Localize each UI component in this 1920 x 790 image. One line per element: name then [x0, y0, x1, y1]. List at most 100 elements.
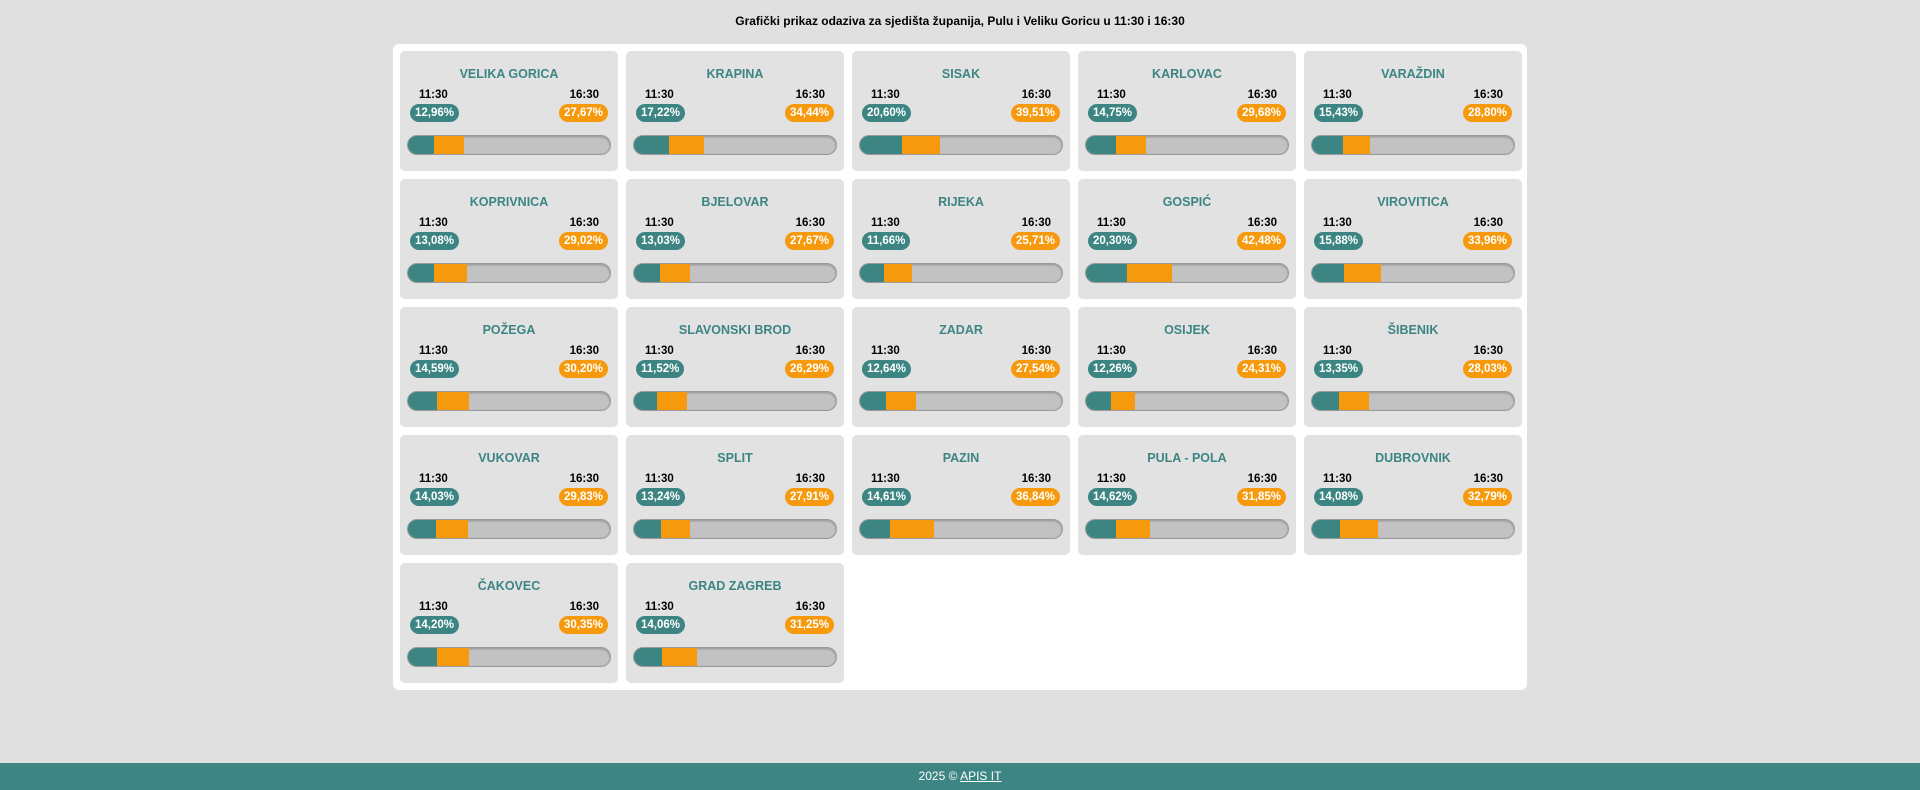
progress-segment-1630	[660, 264, 690, 282]
turnout-badge-1130: 11,66%	[862, 232, 911, 250]
turnout-badge-1130: 13,03%	[636, 232, 686, 250]
turnout-progress-bar	[1085, 519, 1289, 539]
city-card: SPLIT 11:30 16:30 13,24% 27,91%	[626, 435, 844, 555]
time-label-1630: 16:30	[569, 89, 599, 101]
turnout-badge-1630: 31,25%	[784, 616, 834, 634]
city-name: VELIKA GORICA	[459, 67, 559, 81]
time-label-1130: 11:30	[871, 89, 900, 101]
city-card: VELIKA GORICA 11:30 16:30 12,96% 27,67%	[400, 51, 618, 171]
turnout-badge-1130: 13,08%	[410, 232, 460, 250]
turnout-badge-1630: 29,68%	[1236, 104, 1286, 122]
city-card: DUBROVNIK 11:30 16:30 14,08% 32,79%	[1304, 435, 1522, 555]
time-label-1130: 11:30	[645, 89, 674, 101]
city-card: POŽEGA 11:30 16:30 14,59% 30,20%	[400, 307, 618, 427]
progress-segment-1130	[1312, 392, 1339, 410]
progress-segment-1130	[1312, 264, 1345, 282]
turnout-badge-1130: 11,52%	[636, 360, 685, 378]
time-label-1130: 11:30	[645, 601, 674, 613]
progress-segment-1630	[662, 648, 698, 666]
turnout-grid-panel: VELIKA GORICA 11:30 16:30 12,96% 27,67% KRAPI…	[393, 44, 1527, 690]
progress-segment-1630	[657, 392, 688, 410]
city-name: ŠIBENIK	[1387, 323, 1439, 337]
time-label-1130: 11:30	[1097, 89, 1126, 101]
time-label-1630: 16:30	[1247, 89, 1277, 101]
city-card: ŠIBENIK 11:30 16:30 13,35% 28,03%	[1304, 307, 1522, 427]
time-label-1130: 11:30	[645, 473, 674, 485]
time-label-1630: 16:30	[795, 89, 825, 101]
city-card: VARAŽDIN 11:30 16:30 15,43% 28,80%	[1304, 51, 1522, 171]
time-label-1630: 16:30	[795, 345, 825, 357]
time-label-1130: 11:30	[1097, 217, 1126, 229]
progress-segment-1630	[1110, 392, 1136, 410]
progress-segment-1630	[1127, 264, 1172, 282]
progress-segment-1630	[668, 136, 704, 154]
city-name: ČAKOVEC	[477, 579, 541, 593]
turnout-badge-1130: 17,22%	[636, 104, 686, 122]
time-label-1630: 16:30	[1473, 89, 1503, 101]
city-card: GRAD ZAGREB 11:30 16:30 14,06% 31,25%	[626, 563, 844, 683]
time-label-1630: 16:30	[569, 345, 599, 357]
turnout-badge-1630: 29,02%	[558, 232, 608, 250]
turnout-progress-bar	[633, 391, 837, 411]
progress-segment-1130	[408, 264, 435, 282]
progress-segment-1130	[1086, 264, 1127, 282]
turnout-progress-bar	[1311, 519, 1515, 539]
time-label-1630: 16:30	[1247, 345, 1277, 357]
city-card: SLAVONSKI BROD 11:30 16:30 11,52% 26,29%	[626, 307, 844, 427]
city-card: GOSPIĆ 11:30 16:30 20,30% 42,48%	[1078, 179, 1296, 299]
turnout-badge-1630: 30,35%	[558, 616, 608, 634]
turnout-badge-1130: 12,64%	[862, 360, 912, 378]
time-label-1630: 16:30	[795, 601, 825, 613]
city-name: KOPRIVNICA	[469, 195, 549, 209]
progress-segment-1630	[883, 264, 912, 282]
turnout-badge-1130: 14,20%	[410, 616, 460, 634]
progress-segment-1630	[437, 392, 469, 410]
progress-segment-1130	[408, 520, 437, 538]
time-label-1130: 11:30	[419, 217, 448, 229]
footer-link-apis-it[interactable]: APIS IT	[960, 769, 1002, 783]
turnout-badge-1630: 36,84%	[1010, 488, 1060, 506]
city-name: SISAK	[941, 67, 981, 81]
turnout-progress-bar	[407, 519, 611, 539]
progress-segment-1630	[436, 520, 469, 538]
city-card: ZADAR 11:30 16:30 12,64% 27,54%	[852, 307, 1070, 427]
turnout-badge-1130: 14,08%	[1314, 488, 1364, 506]
progress-segment-1130	[408, 136, 435, 154]
city-name: KARLOVAC	[1152, 67, 1222, 81]
turnout-badge-1130: 14,03%	[410, 488, 460, 506]
turnout-badge-1630: 24,31%	[1236, 360, 1286, 378]
city-card: OSIJEK 11:30 16:30 12,26% 24,31%	[1078, 307, 1296, 427]
city-name: BJELOVAR	[701, 195, 769, 209]
city-card: RIJEKA 11:30 16:30 11,66% 25,71%	[852, 179, 1070, 299]
progress-segment-1630	[1115, 520, 1151, 538]
turnout-badge-1130: 14,75%	[1088, 104, 1138, 122]
time-label-1130: 11:30	[1097, 473, 1126, 485]
time-label-1630: 16:30	[1473, 217, 1503, 229]
turnout-badge-1130: 20,60%	[862, 104, 912, 122]
progress-segment-1630	[889, 520, 935, 538]
city-card: VUKOVAR 11:30 16:30 14,03% 29,83%	[400, 435, 618, 555]
city-name: RIJEKA	[938, 195, 984, 209]
turnout-progress-bar	[633, 519, 837, 539]
page-title: Grafički prikaz odaziva za sjedišta župa…	[735, 14, 1185, 28]
city-name: GRAD ZAGREB	[688, 579, 782, 593]
turnout-badge-1130: 15,43%	[1314, 104, 1364, 122]
turnout-progress-bar	[407, 263, 611, 283]
time-label-1630: 16:30	[569, 473, 599, 485]
city-card: PAZIN 11:30 16:30 14,61% 36,84%	[852, 435, 1070, 555]
progress-segment-1630	[434, 264, 467, 282]
turnout-grid: VELIKA GORICA 11:30 16:30 12,96% 27,67% KRAPI…	[400, 51, 1522, 683]
turnout-badge-1630: 29,83%	[558, 488, 608, 506]
progress-segment-1130	[860, 136, 902, 154]
city-name: PAZIN	[942, 451, 980, 465]
turnout-badge-1630: 30,20%	[558, 360, 608, 378]
time-label-1630: 16:30	[1021, 217, 1051, 229]
turnout-badge-1630: 27,91%	[784, 488, 834, 506]
progress-segment-1630	[436, 648, 470, 666]
time-label-1630: 16:30	[569, 601, 599, 613]
turnout-progress-bar	[407, 391, 611, 411]
turnout-badge-1630: 28,03%	[1462, 360, 1512, 378]
city-name: ZADAR	[939, 323, 983, 337]
progress-segment-1130	[634, 136, 669, 154]
turnout-badge-1130: 14,62%	[1088, 488, 1138, 506]
